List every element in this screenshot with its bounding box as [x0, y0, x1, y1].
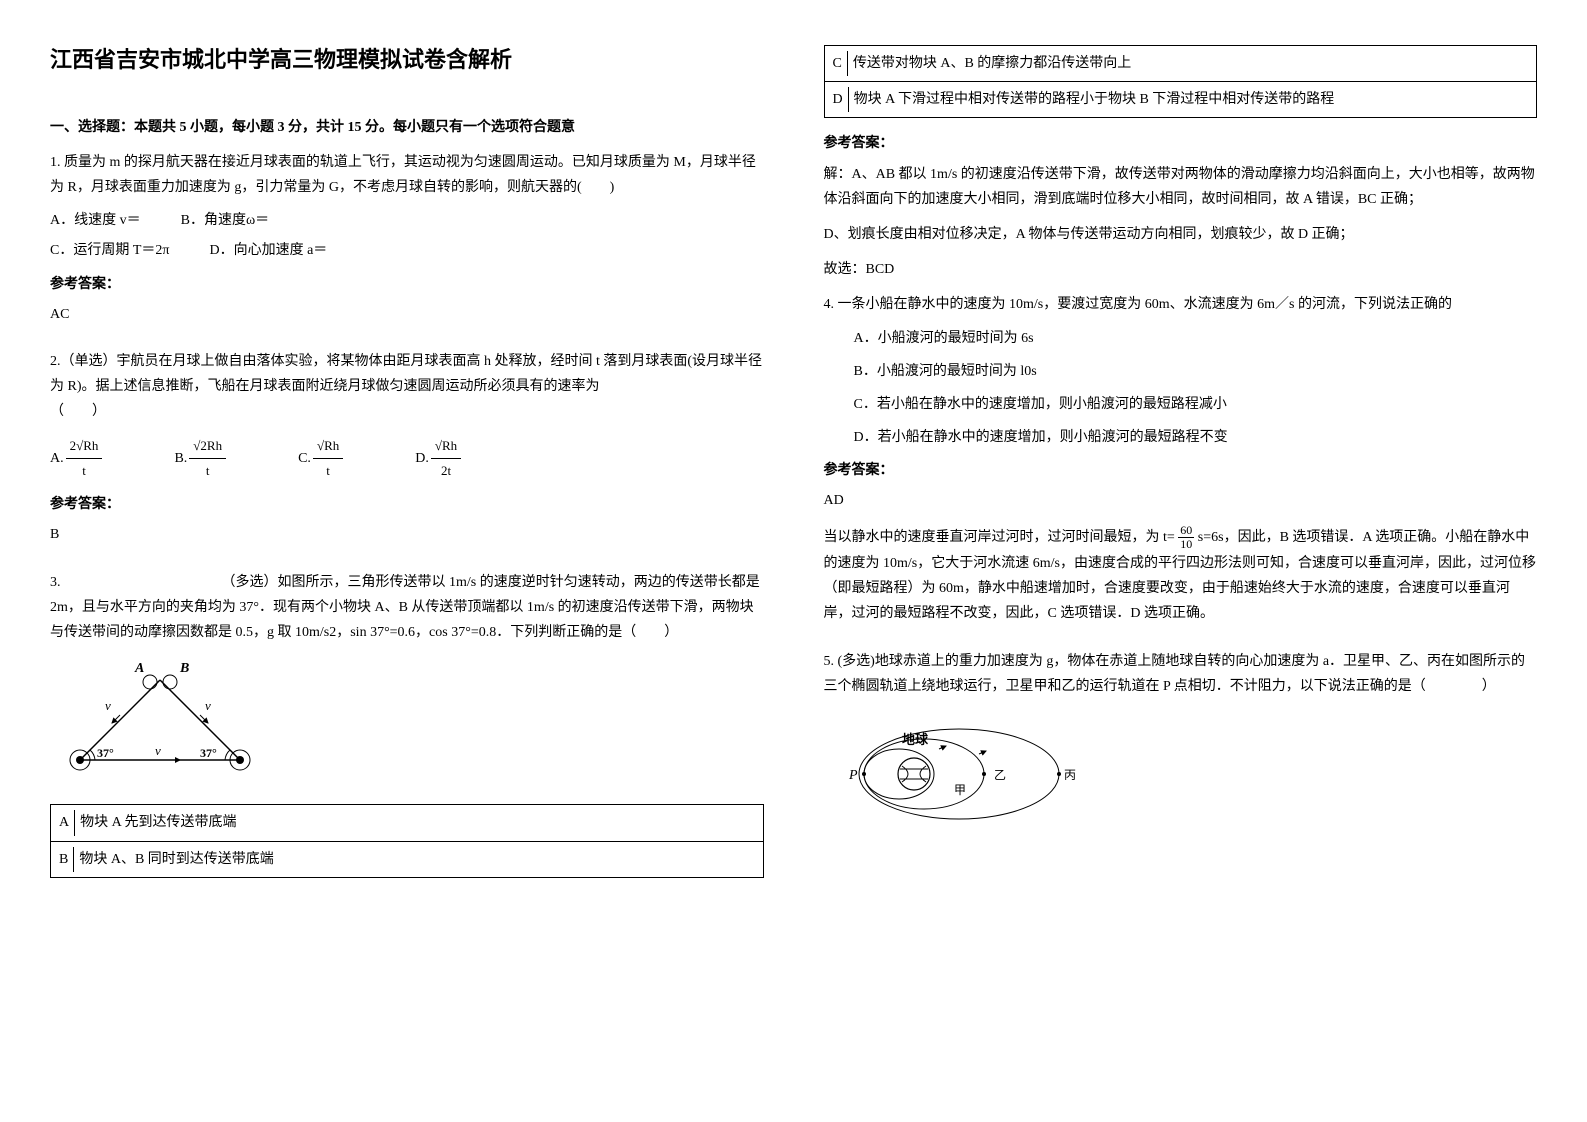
jia-label: 甲 [954, 783, 966, 797]
q5-text: 5. (多选)地球赤道上的重力加速度为 g，物体在赤道上随地球自转的向心加速度为… [824, 649, 1538, 699]
q1-option-b: B．角速度ω＝ [181, 208, 270, 233]
q4-text: 4. 一条小船在静水中的速度为 10m/s，要渡过宽度为 60m、水流速度为 6… [824, 292, 1538, 317]
q2-answer-label: 参考答案： [50, 492, 764, 517]
label-B: B [179, 661, 189, 676]
q4-option-a: A．小船渡河的最短时间为 6s [854, 326, 1538, 351]
question-1: 1. 质量为 m 的探月航天器在接近月球表面的轨道上飞行，其运动视为匀速圆周运动… [50, 150, 764, 337]
triangle-conveyor-svg: A B v v v 37° 37° [50, 660, 270, 780]
q1-option-d: D．向心加速度 a＝ [209, 238, 327, 263]
orbit-svg: 地球 P 甲 乙 丙 [824, 714, 1084, 824]
q3-row-d: D 物块 A 下滑过程中相对传送带的路程小于物块 B 下滑过程中相对传送带的路程 [825, 82, 1537, 117]
q3-exp2: D、划痕长度由相对位移决定，A 物体与传送带运动方向相同，划痕较少，故 D 正确… [824, 222, 1538, 247]
section-1-header: 一、选择题：本题共 5 小题，每小题 3 分，共计 15 分。每小题只有一个选项… [50, 115, 764, 140]
q2-options: A. 2√Rh t B. √2Rh t C. √Rh t [50, 434, 764, 482]
question-3: 3. （多选）如图所示，三角形传送带以 1m/s 的速度逆时针匀速转动，两边的传… [50, 570, 764, 883]
q2-text: 2.（单选）宇航员在月球上做自由落体实验，将某物体由距月球表面高 h 处释放，经… [50, 349, 764, 425]
q3-row-a: A 物块 A 先到达传送带底端 [51, 805, 763, 841]
q3-exp1: 解：A、AB 都以 1m/s 的初速度沿传送带下滑，故传送带对两物体的滑动摩擦力… [824, 162, 1538, 212]
q3-row-b: B 物块 A、B 同时到达传送带底端 [51, 842, 763, 877]
bing-label: 丙 [1064, 768, 1076, 782]
angle-right: 37° [200, 746, 217, 760]
q3-answer-label: 参考答案： [824, 131, 1538, 156]
q4-option-c: C．若小船在静水中的速度增加，则小船渡河的最短路程减小 [854, 392, 1538, 417]
q2-option-b: B. √2Rh t [174, 434, 228, 482]
P-label: P [848, 768, 858, 783]
q1-text: 1. 质量为 m 的探月航天器在接近月球表面的轨道上飞行，其运动视为匀速圆周运动… [50, 150, 764, 200]
q3-table-cd: C 传送带对物块 A、B 的摩擦力都沿传送带向上 D 物块 A 下滑过程中相对传… [824, 45, 1538, 118]
q2-option-c: C. √Rh t [298, 434, 345, 482]
label-A: A [134, 661, 144, 676]
q4-answer-label: 参考答案： [824, 458, 1538, 483]
q3-table-ab: A 物块 A 先到达传送带底端 B 物块 A、B 同时到达传送带底端 [50, 804, 764, 877]
q4-fraction: 60 10 [1178, 524, 1194, 551]
q1-option-c: C．运行周期 T＝2π [50, 238, 169, 263]
q1-answer-label: 参考答案： [50, 272, 764, 297]
label-v1: v [105, 698, 111, 713]
question-4: 4. 一条小船在静水中的速度为 10m/s，要渡过宽度为 60m、水流速度为 6… [824, 292, 1538, 636]
left-column: 江西省吉安市城北中学高三物理模拟试卷含解析 一、选择题：本题共 5 小题，每小题… [50, 40, 764, 1082]
q4-explanation: 当以静水中的速度垂直河岸过河时，过河时间最短，为 t= 60 10 s=6s，因… [824, 524, 1538, 627]
label-v2: v [205, 698, 211, 713]
q3-text: 3. （多选）如图所示，三角形传送带以 1m/s 的速度逆时针匀速转动，两边的传… [50, 570, 764, 646]
q3-exp3: 故选：BCD [824, 257, 1538, 282]
q3-diagram: A B v v v 37° 37° [50, 660, 764, 789]
question-5: 5. (多选)地球赤道上的重力加速度为 g，物体在赤道上随地球自转的向心加速度为… [824, 649, 1538, 849]
q2-option-d: D. √Rh 2t [415, 434, 463, 482]
label-v3: v [155, 743, 161, 758]
angle-left: 37° [97, 746, 114, 760]
question-2: 2.（单选）宇航员在月球上做自由落体实验，将某物体由距月球表面高 h 处释放，经… [50, 349, 764, 558]
q2-answer: B [50, 522, 764, 547]
document-title: 江西省吉安市城北中学高三物理模拟试卷含解析 [50, 40, 764, 80]
q4-answer: AD [824, 488, 1538, 513]
yi-label: 乙 [994, 768, 1006, 782]
q5-diagram: 地球 P 甲 乙 丙 [824, 714, 1538, 833]
right-column: C 传送带对物块 A、B 的摩擦力都沿传送带向上 D 物块 A 下滑过程中相对传… [824, 40, 1538, 1082]
q4-option-b: B．小船渡河的最短时间为 l0s [854, 359, 1538, 384]
q1-options: A．线速度 v＝ B．角速度ω＝ C．运行周期 T＝2π D．向心加速度 a＝ [50, 208, 764, 263]
q1-answer: AC [50, 302, 764, 327]
q3-row-c: C 传送带对物块 A、B 的摩擦力都沿传送带向上 [825, 46, 1537, 82]
q4-option-d: D．若小船在静水中的速度增加，则小船渡河的最短路程不变 [854, 425, 1538, 450]
q4-options: A．小船渡河的最短时间为 6s B．小船渡河的最短时间为 l0s C．若小船在静… [824, 326, 1538, 451]
q2-option-a: A. 2√Rh t [50, 434, 104, 482]
q1-option-a: A．线速度 v＝ [50, 208, 141, 233]
